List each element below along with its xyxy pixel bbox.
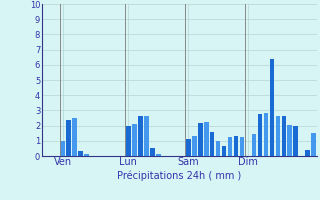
Bar [132,124,137,156]
Bar [192,136,196,156]
Bar [311,133,316,156]
Bar [282,116,286,156]
Bar [72,118,77,156]
Bar [186,139,191,156]
Bar [216,141,220,156]
Bar [204,122,209,156]
Bar [228,137,232,156]
Bar [252,134,256,156]
Bar [210,132,214,156]
Bar [269,59,274,156]
Bar [138,116,143,156]
Bar [240,137,244,156]
X-axis label: Précipitations 24h ( mm ): Précipitations 24h ( mm ) [117,170,241,181]
Bar [66,120,71,156]
Bar [287,125,292,156]
Bar [84,154,89,156]
Bar [60,141,65,156]
Bar [78,151,83,156]
Bar [258,114,262,156]
Bar [264,113,268,156]
Bar [234,136,238,156]
Bar [150,148,155,156]
Bar [156,154,161,156]
Bar [222,146,227,156]
Bar [293,126,298,156]
Bar [144,116,149,156]
Bar [198,123,203,156]
Bar [126,126,131,156]
Bar [276,116,280,156]
Bar [305,150,310,156]
